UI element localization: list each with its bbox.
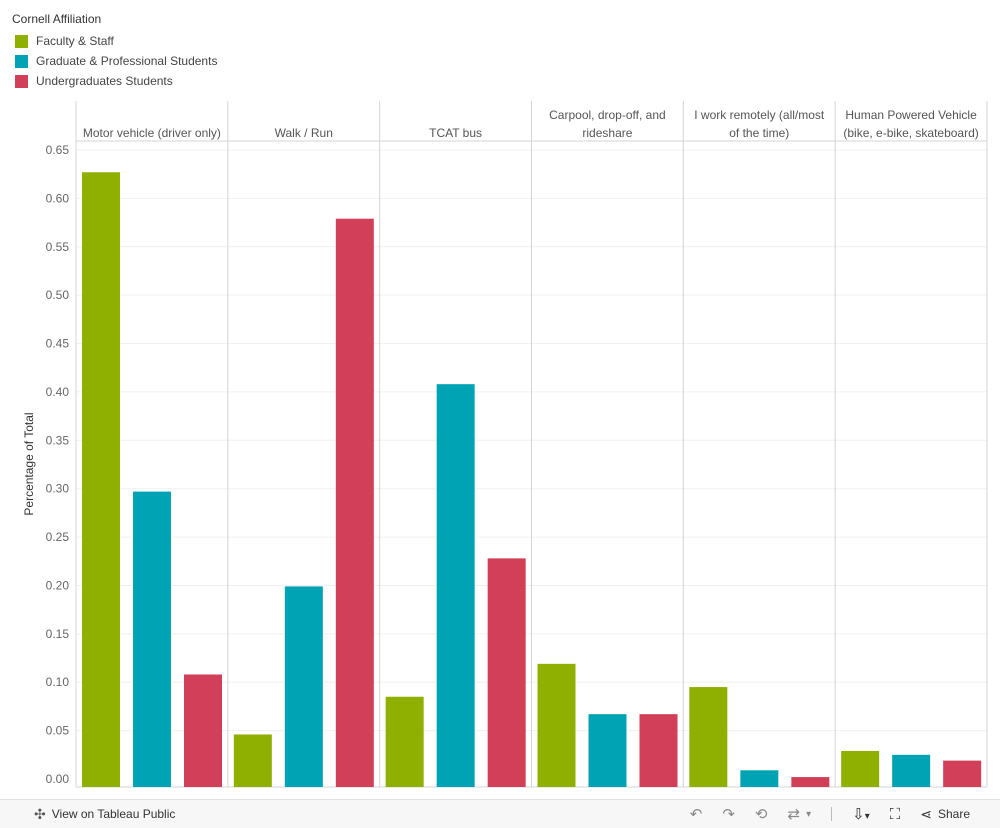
legend-swatch	[15, 54, 28, 68]
share-icon: ⋖	[920, 805, 932, 822]
tableau-toolbar: ✣ View on Tableau Public ↶ ↷ ⟲ ⇄ ▾ ⇩▾ ⛶ …	[0, 799, 1000, 828]
y-tick-label: 0.30	[46, 482, 70, 496]
bar	[841, 750, 880, 787]
bar	[133, 491, 171, 787]
category-header: Human Powered Vehicle	[845, 108, 977, 122]
revert-icon[interactable]: ⟲	[754, 806, 768, 823]
y-tick-label: 0.40	[46, 385, 70, 399]
y-tick-label: 0.60	[46, 191, 70, 205]
bar	[943, 760, 982, 787]
bar	[385, 696, 424, 787]
category-header: Carpool, drop-off, and	[549, 108, 666, 122]
fullscreen-icon[interactable]: ⛶	[889, 805, 901, 823]
category-header: Motor vehicle (driver only)	[83, 126, 221, 140]
y-tick-label: 0.15	[46, 627, 70, 641]
bar	[82, 172, 120, 787]
view-on-tableau-link[interactable]: ✣ View on Tableau Public	[34, 806, 175, 823]
bar	[436, 384, 475, 787]
legend-title: Cornell Affiliation	[12, 12, 102, 26]
category-header: TCAT bus	[429, 126, 482, 140]
legend-label: Graduate & Professional Students	[36, 54, 218, 68]
y-tick-label: 0.25	[46, 530, 70, 544]
legend-item-undergraduate[interactable]: Undergraduates Students	[12, 71, 217, 91]
share-label: Share	[937, 807, 970, 821]
category-header: of the time)	[729, 126, 789, 140]
category-header: Walk / Run	[275, 126, 333, 140]
y-tick-label: 0.10	[46, 675, 70, 689]
legend-swatch	[15, 34, 28, 48]
y-tick-label: 0.65	[46, 143, 70, 157]
bar-chart: 0.00 0.05 0.10 0.15 0.20 0.25 0.30 0.35 0.40 0.45…	[22, 101, 988, 788]
bar	[335, 218, 374, 787]
y-axis-label: Percentage of Total	[22, 412, 36, 515]
refresh-icon[interactable]: ⇄	[787, 806, 801, 823]
toolbar-divider	[831, 807, 833, 821]
y-tick-label: 0.50	[46, 288, 70, 302]
legend-item-faculty[interactable]: Faculty & Staff	[12, 31, 217, 51]
category-header: (bike, e-bike, skateboard)	[843, 126, 978, 140]
category-header: rideshare	[582, 126, 632, 140]
y-tick-label: 0.00	[46, 772, 70, 786]
legend: Cornell Affiliation Faculty & Staff Grad…	[12, 12, 217, 91]
y-tick-label: 0.20	[46, 578, 70, 592]
download-icon[interactable]: ⇩▾	[852, 806, 870, 823]
bar	[588, 714, 627, 787]
y-tick-label: 0.35	[46, 433, 70, 447]
undo-icon[interactable]: ↶	[689, 806, 703, 823]
bar	[184, 674, 222, 787]
y-tick-label: 0.45	[46, 337, 70, 351]
bar	[892, 754, 931, 787]
category-header: I work remotely (all/most	[694, 108, 825, 122]
bar	[487, 558, 526, 787]
legend-item-graduate[interactable]: Graduate & Professional Students	[12, 51, 217, 71]
legend-label: Faculty & Staff	[36, 34, 114, 48]
legend-label: Undergraduates Students	[36, 74, 173, 88]
redo-icon[interactable]: ↷	[722, 806, 735, 823]
bar	[740, 770, 779, 787]
tableau-logo-icon: ✣	[34, 805, 46, 822]
bar	[639, 714, 678, 787]
bar	[537, 663, 576, 787]
share-button[interactable]: ⋖ Share	[920, 806, 970, 823]
bar	[689, 687, 728, 787]
bar	[284, 586, 323, 787]
bar	[233, 734, 272, 787]
bar	[791, 777, 830, 787]
view-on-tableau-label: View on Tableau Public	[51, 807, 176, 821]
legend-swatch	[15, 74, 28, 88]
y-tick-label: 0.05	[46, 724, 70, 738]
y-tick-label: 0.55	[46, 240, 70, 254]
refresh-dropdown-icon[interactable]: ▾	[806, 808, 812, 820]
